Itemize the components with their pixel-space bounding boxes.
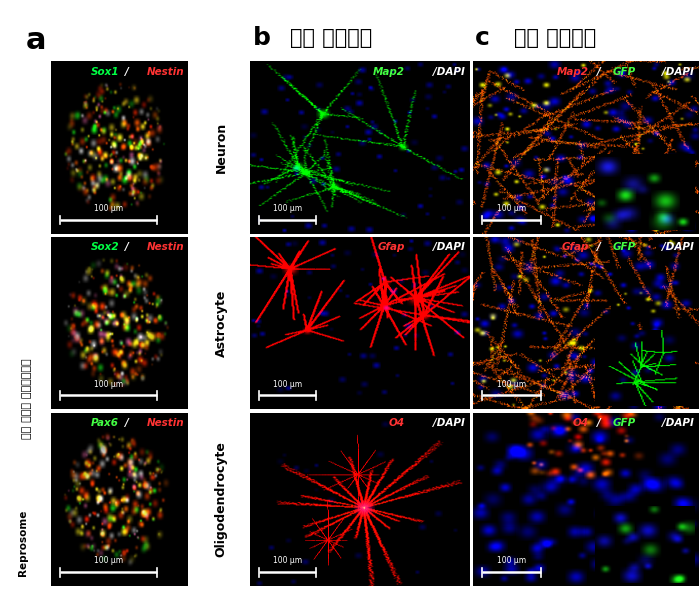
Text: Gfap: Gfap: [377, 242, 405, 252]
Text: 100 μm: 100 μm: [273, 379, 302, 389]
Text: Map2: Map2: [556, 67, 589, 77]
Text: O4: O4: [573, 418, 589, 428]
Text: 체내 분화유도: 체내 분화유도: [514, 28, 596, 48]
Text: /: /: [596, 418, 601, 428]
Text: /: /: [596, 242, 601, 252]
Text: Nestin: Nestin: [146, 418, 184, 428]
Text: GFP: GFP: [612, 242, 636, 252]
Text: 100 μm: 100 μm: [273, 204, 302, 213]
Text: Nestin: Nestin: [146, 242, 184, 252]
Text: 으로 유도된 신경전구세포: 으로 유도된 신경전구세포: [22, 359, 32, 439]
Text: /DAPI: /DAPI: [433, 242, 466, 252]
Text: c: c: [475, 27, 490, 51]
Text: /DAPI: /DAPI: [662, 67, 694, 77]
Text: /: /: [125, 418, 129, 428]
Text: Reprosome: Reprosome: [18, 509, 28, 575]
Text: GFP: GFP: [612, 67, 636, 77]
Text: Nestin: Nestin: [146, 67, 184, 77]
Text: /: /: [596, 67, 601, 77]
Text: 100 μm: 100 μm: [94, 379, 123, 389]
Text: Map2: Map2: [373, 67, 405, 77]
Text: /: /: [125, 67, 129, 77]
Text: 100 μm: 100 μm: [497, 556, 526, 565]
Text: b: b: [253, 27, 270, 51]
Text: Sox1: Sox1: [90, 67, 119, 77]
Text: /DAPI: /DAPI: [433, 67, 466, 77]
Text: GFP: GFP: [612, 418, 636, 428]
Text: 100 μm: 100 μm: [94, 556, 123, 565]
Text: Pax6: Pax6: [91, 418, 119, 428]
Text: 100 μm: 100 μm: [94, 204, 123, 213]
Text: /DAPI: /DAPI: [662, 418, 694, 428]
Text: Sox2: Sox2: [90, 242, 119, 252]
Text: 100 μm: 100 μm: [273, 556, 302, 565]
Text: Oligodendrocyte: Oligodendrocyte: [215, 442, 228, 557]
Text: Astrocyte: Astrocyte: [215, 289, 228, 357]
Text: Neuron: Neuron: [215, 122, 228, 173]
Text: Gfap: Gfap: [561, 242, 589, 252]
Text: /: /: [125, 242, 129, 252]
Text: /DAPI: /DAPI: [662, 242, 694, 252]
Text: /DAPI: /DAPI: [433, 418, 466, 428]
Text: 100 μm: 100 μm: [497, 379, 526, 389]
Text: 체외 분화유도: 체외 분화유도: [290, 28, 372, 48]
Text: a: a: [25, 26, 46, 55]
Text: O4: O4: [389, 418, 405, 428]
Text: 100 μm: 100 μm: [497, 204, 526, 213]
